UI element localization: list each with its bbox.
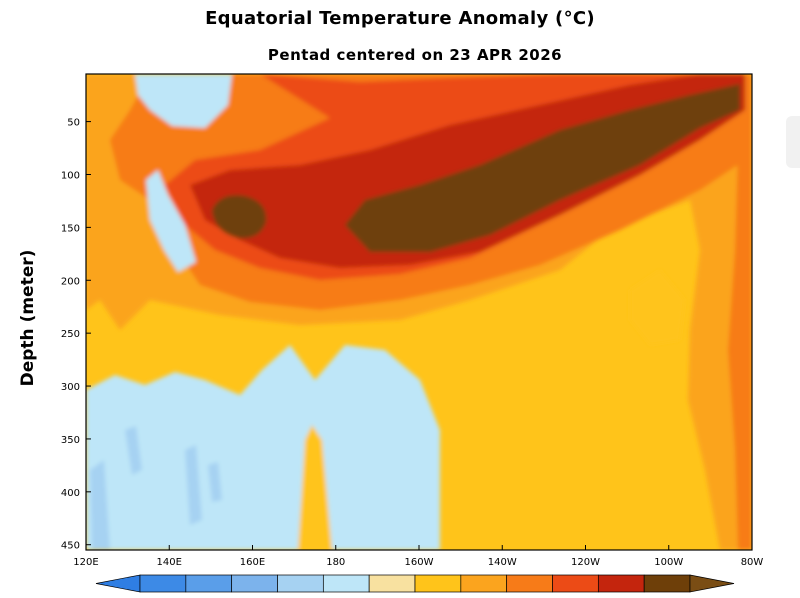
page-scroll-tab[interactable] (786, 116, 800, 168)
cool-pocket (146, 170, 196, 272)
y-tick-label: 400 (61, 488, 80, 499)
colorbar: -5-4-3-2-1-0.50.512345 (95, 574, 735, 593)
colorbar-segment (277, 574, 324, 593)
cool-deep-stripe-3 (185, 445, 202, 525)
x-tick-label: 80W (741, 557, 764, 568)
x-tick-label: 100W (654, 557, 683, 568)
colorbar-segment (414, 574, 462, 593)
colorbar-arrow-low (95, 574, 141, 593)
cool-deep-stripe-4 (208, 462, 222, 502)
colorbar-segment (552, 574, 599, 593)
band-gt5-west (212, 195, 267, 239)
colorbar-segment (368, 574, 416, 593)
y-tick-label: 150 (61, 223, 80, 234)
chart-title: Equatorial Temperature Anomaly (°C) (205, 8, 595, 29)
x-axis-ticks: 120E 140E 160E 180 160W 140W 120W 100W 80W (73, 545, 763, 568)
warm-deep-tongue (298, 425, 332, 550)
colorbar-segment (322, 574, 370, 593)
colorbar-segment (643, 574, 691, 593)
x-tick-label: 160E (240, 557, 265, 568)
x-tick-label: 120W (571, 557, 600, 568)
band-2-3-east (728, 74, 752, 550)
colorbar-arrow-high (689, 574, 735, 593)
y-tick-label: 300 (61, 382, 80, 393)
x-tick-label: 140W (488, 557, 517, 568)
x-tick-label: 140E (157, 557, 182, 568)
cool-surface-lens (135, 74, 232, 128)
x-tick-label: 160W (405, 557, 434, 568)
band-gt5-core (345, 84, 740, 252)
y-tick-label: 250 (61, 329, 80, 340)
y-tick-label: 50 (67, 118, 80, 129)
cool-deep-stripe-1 (90, 460, 110, 550)
y-tick-label: 350 (61, 435, 80, 446)
y-tick-label: 200 (61, 276, 80, 287)
colorbar-segment (460, 574, 508, 593)
colorbar-segment (506, 574, 553, 593)
colorbar-segment (185, 574, 233, 593)
heatmap-field (86, 74, 752, 550)
y-tick-label: 100 (61, 170, 80, 181)
y-axis-ticks: 50 100 150 200 250 300 350 400 450 (61, 118, 91, 552)
chart-subtitle: Pentad centered on 23 APR 2026 (267, 46, 563, 64)
colorbar-segment (597, 574, 645, 593)
colorbar-segment (139, 574, 187, 593)
cool-deep-stripe-2 (125, 426, 142, 475)
warm-patch-east (630, 270, 685, 345)
x-tick-label: 120E (73, 557, 98, 568)
x-tick-label: 180 (326, 557, 345, 568)
y-tick-label: 450 (61, 541, 80, 552)
cool-deep-west (86, 345, 440, 550)
colorbar-segment (231, 574, 278, 593)
